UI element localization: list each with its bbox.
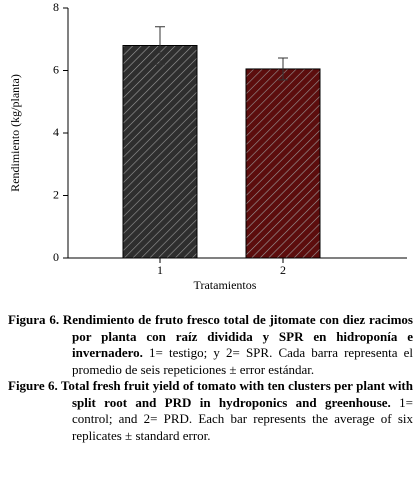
- caption-en-title: Figure 6. Total fresh fruit yield of tom…: [8, 378, 413, 410]
- y-tick-label: 6: [53, 62, 59, 76]
- caption-es-title: Figura 6. Rendimiento de fruto fresco to…: [8, 312, 413, 360]
- caption-es-text: 1= testigo; y 2= SPR. Cada barra represe…: [72, 345, 413, 377]
- caption: Figura 6. Rendimiento de fruto fresco to…: [8, 312, 413, 444]
- y-tick-label: 4: [53, 125, 59, 139]
- y-tick-label: 2: [53, 187, 59, 201]
- y-tick-label: 8: [53, 0, 59, 14]
- bar: [245, 68, 321, 259]
- caption-en-text: 1= control; and 2= PRD. Each bar represe…: [72, 394, 413, 443]
- y-tick-label: 0: [53, 250, 59, 264]
- caption-en: Figure 6. Total fresh fruit yield of tom…: [8, 378, 413, 444]
- chart: Rendimiento (kg/planta) Tratamientos 0 2 4…: [8, 0, 407, 292]
- bar: [122, 45, 198, 259]
- y-axis-label: Rendimiento (kg/planta): [8, 74, 22, 192]
- x-tick-label: 2: [280, 263, 286, 277]
- x-axis-label: Tratamientos: [194, 278, 257, 292]
- x-tick-label: 1: [157, 263, 163, 277]
- caption-es: Figura 6. Rendimiento de fruto fresco to…: [8, 312, 413, 378]
